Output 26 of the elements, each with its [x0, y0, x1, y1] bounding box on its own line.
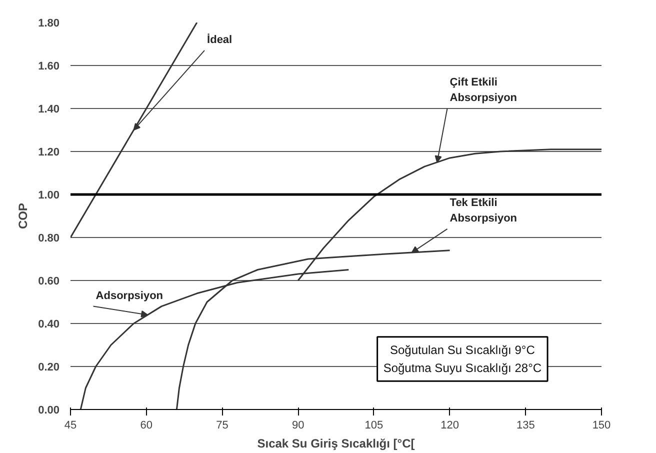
y-tick-label: 1.40 [38, 104, 60, 116]
x-tick-label: 135 [516, 420, 535, 432]
y-tick-label: 1.00 [38, 190, 60, 202]
text: Çift Etkili Absorpsiyon [450, 76, 518, 104]
y-tick-label: 0.60 [38, 276, 60, 288]
x-tick-label: 90 [292, 420, 304, 432]
x-tick-label: 60 [140, 420, 152, 432]
series-label: İdeal [207, 33, 232, 46]
y-axis-title: COP [16, 202, 30, 229]
x-axis-title: Sıcak Su Giriş Sıcaklığı [°C[ [257, 436, 415, 450]
y-tick-label: 0.40 [38, 318, 60, 330]
x-tick-label: 150 [592, 420, 611, 432]
y-tick-label: 1.80 [38, 18, 60, 30]
text: Tek Etkili Absorpsiyon [450, 197, 518, 225]
y-tick-label: 0.20 [38, 362, 60, 374]
annotation: Soğutma Suyu Sıcaklığı 28°C [383, 361, 542, 376]
y-tick-label: 0.00 [38, 404, 60, 416]
series-label: Adsorpsiyon [96, 290, 164, 302]
y-tick-label: 0.80 [38, 232, 60, 244]
x-tick-label: 45 [64, 420, 77, 432]
y-tick-label: 1.20 [38, 146, 60, 158]
y-tick-label: 1.60 [38, 60, 60, 72]
x-tick-label: 120 [440, 420, 459, 432]
annotation: Soğutulan Su Sıcaklığı 9°C [390, 342, 536, 357]
x-tick-label: 75 [216, 420, 228, 432]
x-tick-label: 105 [364, 420, 384, 432]
